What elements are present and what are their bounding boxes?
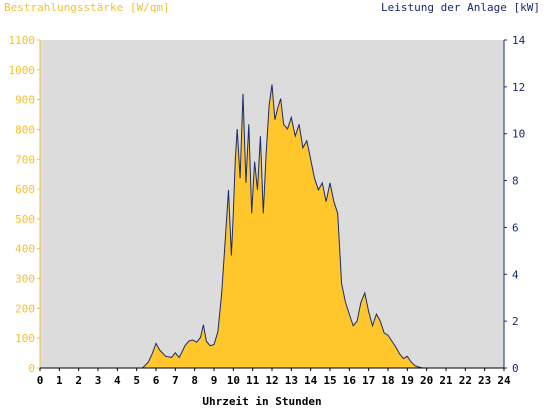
x-tick-label: 22 — [459, 374, 472, 387]
left-tick-label: 0 — [28, 362, 35, 375]
right-tick-label: 14 — [512, 34, 526, 47]
left-tick-label: 1000 — [9, 64, 36, 77]
x-tick-label: 8 — [191, 374, 198, 387]
x-tick-label: 17 — [362, 374, 375, 387]
x-tick-label: 0 — [37, 374, 44, 387]
right-tick-label: 10 — [512, 128, 525, 141]
right-axis-ticks: 0 2 4 6 8 10 12 14 — [504, 34, 526, 375]
x-tick-label: 7 — [172, 374, 179, 387]
right-axis-title: Leistung der Anlage [kW] — [381, 1, 540, 14]
left-tick-label: 700 — [15, 153, 35, 166]
left-tick-label: 400 — [15, 243, 35, 256]
x-tick-label: 5 — [133, 374, 140, 387]
x-tick-label: 10 — [227, 374, 240, 387]
x-tick-label: 14 — [304, 374, 318, 387]
left-tick-label: 600 — [15, 183, 35, 196]
x-tick-label: 19 — [401, 374, 414, 387]
x-tick-label: 9 — [211, 374, 218, 387]
x-tick-label: 13 — [285, 374, 298, 387]
x-tick-label: 4 — [114, 374, 121, 387]
right-tick-label: 8 — [512, 175, 519, 188]
x-axis-ticks: 0 1 2 3 4 5 6 7 8 9 10 11 12 13 14 15 16 17 18 19 20 21 22 23 24 — [37, 368, 511, 387]
left-tick-label: 900 — [15, 94, 35, 107]
x-tick-label: 18 — [381, 374, 394, 387]
x-tick-label: 1 — [56, 374, 63, 387]
x-tick-label: 2 — [75, 374, 82, 387]
irradiance-area — [40, 84, 504, 368]
x-tick-label: 6 — [153, 374, 160, 387]
x-tick-label: 21 — [439, 374, 453, 387]
x-tick-label: 20 — [420, 374, 433, 387]
right-tick-label: 4 — [512, 268, 519, 281]
left-tick-label: 100 — [15, 332, 35, 345]
left-axis-ticks: 0 100 200 300 400 500 600 700 800 900 1000 1100 — [9, 34, 40, 375]
x-tick-label: 15 — [323, 374, 336, 387]
left-tick-label: 200 — [15, 302, 35, 315]
left-tick-label: 300 — [15, 273, 35, 286]
x-tick-label: 3 — [95, 374, 102, 387]
right-tick-label: 6 — [512, 221, 519, 234]
x-tick-label: 23 — [478, 374, 491, 387]
x-tick-label: 16 — [343, 374, 357, 387]
left-tick-label: 500 — [15, 213, 35, 226]
power-line — [40, 84, 504, 369]
x-tick-label: 11 — [246, 374, 260, 387]
x-axis-title: Uhrzeit in Stunden — [202, 395, 321, 408]
x-tick-label: 24 — [497, 374, 511, 387]
left-tick-label: 1100 — [9, 34, 36, 47]
left-axis-title: Bestrahlungsstärke [W/qm] — [4, 1, 170, 14]
right-tick-label: 0 — [512, 362, 519, 375]
left-tick-label: 800 — [15, 123, 35, 136]
x-tick-label: 12 — [265, 374, 278, 387]
right-tick-label: 12 — [512, 81, 525, 94]
right-tick-label: 2 — [512, 315, 519, 328]
